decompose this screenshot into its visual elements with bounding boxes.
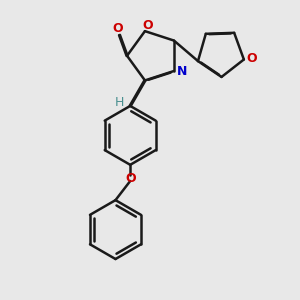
Text: O: O: [142, 19, 153, 32]
Text: O: O: [125, 172, 136, 185]
Text: H: H: [114, 96, 124, 109]
Text: O: O: [113, 22, 123, 35]
Text: N: N: [177, 64, 187, 77]
Text: O: O: [247, 52, 257, 64]
